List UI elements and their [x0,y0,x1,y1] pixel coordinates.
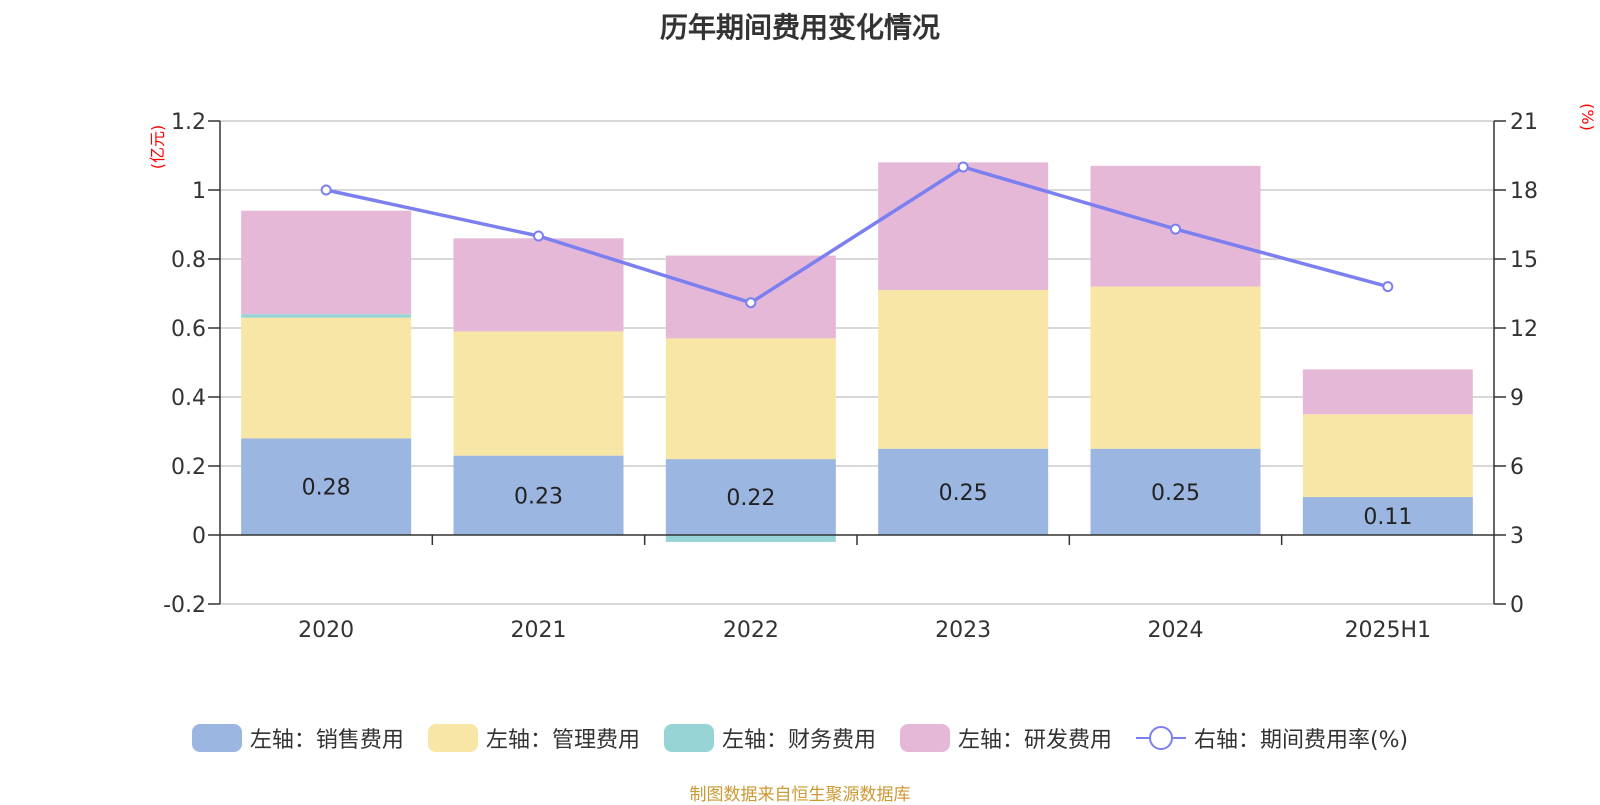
legend-label: 左轴：研发费用 [957,728,1112,753]
bar-segment [453,331,624,456]
right-tick-label: 9 [1510,386,1524,411]
data-label: 0.22 [726,486,775,511]
bar-segment [665,459,836,535]
bar-segment [1090,448,1261,535]
bar-segment [878,290,1049,449]
bar-segment [241,317,412,439]
legend-item[interactable]: 左轴：销售费用 [191,722,404,754]
bar-segment [241,438,412,535]
left-tick-label: 0.4 [171,386,206,411]
right-tick-label: 18 [1510,179,1538,204]
rate-point [1382,281,1394,293]
bar-segment [1302,414,1473,498]
right-tick-label: 0 [1510,593,1524,618]
x-tick-label: 2021 [511,618,567,643]
legend-item[interactable]: 左轴：财务费用 [663,722,876,754]
right-tick-label: 3 [1510,524,1524,549]
legend-label: 左轴：销售费用 [249,728,404,753]
left-tick-label: 0.2 [171,455,206,480]
data-label: 0.25 [1151,481,1200,506]
legend-swatch [1135,724,1186,752]
rate-point [745,297,757,309]
left-tick-label: 0.6 [171,317,206,342]
data-label: 0.11 [1363,505,1412,530]
rate-point [957,161,969,173]
x-tick-label: 2025H1 [1345,618,1432,643]
x-tick-label: 2023 [935,618,991,643]
legend-item[interactable]: 左轴：管理费用 [427,722,640,754]
bar-segment [878,448,1049,535]
left-axis-unit: (亿元) [148,125,167,170]
legend-label: 左轴：管理费用 [485,728,640,753]
bar-segment [241,210,412,315]
bar-segment [665,255,836,339]
legend-label: 右轴：期间费用率(%) [1193,728,1409,753]
grid-lines [220,120,1494,605]
data-label: 0.25 [939,481,988,506]
bar-segment [453,455,624,535]
bar-segment [1090,286,1261,449]
right-tick-label: 12 [1510,317,1538,342]
legend-swatch [191,724,242,752]
right-tick-label: 6 [1510,455,1524,480]
bar-segment [1302,497,1473,535]
left-tick-label: 1 [192,179,206,204]
bars [241,162,1473,542]
right-axis-unit: (%) [1578,103,1597,131]
data-label: 0.23 [514,484,563,509]
rate-line-path [325,165,1389,305]
legend-item[interactable]: 左轴：研发费用 [899,722,1112,754]
data-labels: 0.28 0.23 0.22 0.25 0.25 0.11 [302,476,1413,530]
rate-line [320,161,1394,309]
legend-item[interactable]: 右轴：期间费用率(%) [1135,722,1409,754]
bar-segment [241,314,412,318]
bar-segment [453,238,624,332]
bar-segment [1302,369,1473,415]
rate-point [1170,223,1181,235]
legend-swatch [427,724,478,752]
data-label: 0.28 [302,476,351,501]
x-tick-label: 2022 [723,618,779,643]
bar-segment [665,535,836,542]
chart-title: 历年期间费用变化情况 [659,11,940,44]
source-note: 制图数据来自恒生聚源数据库 [689,785,911,805]
legend-swatch [899,724,950,752]
right-tick-label: 15 [1510,248,1538,273]
left-tick-label: 0 [192,524,206,549]
rate-point [320,184,332,196]
right-tick-label: 21 [1510,110,1538,135]
bar-segment [665,338,836,460]
x-tick-label: 2020 [298,618,354,643]
x-tick-label: 2024 [1148,618,1204,643]
legend: 左轴：销售费用 左轴：管理费用 左轴：财务费用 左轴：研发费用 右轴：期间费用率(%) [0,722,1600,754]
rate-point [533,230,544,242]
bar-segment [878,162,1049,291]
legend-label: 左轴：财务费用 [721,728,876,753]
left-tick-label: -0.2 [163,593,206,618]
axes: -0.2 0 0.2 0.4 0.6 0.8 1 1.2 0 3 6 9 12 15 18 21 2020 202… [148,103,1597,643]
legend-swatch [663,724,714,752]
left-tick-label: 0.8 [171,248,206,273]
left-tick-label: 1.2 [171,110,206,135]
